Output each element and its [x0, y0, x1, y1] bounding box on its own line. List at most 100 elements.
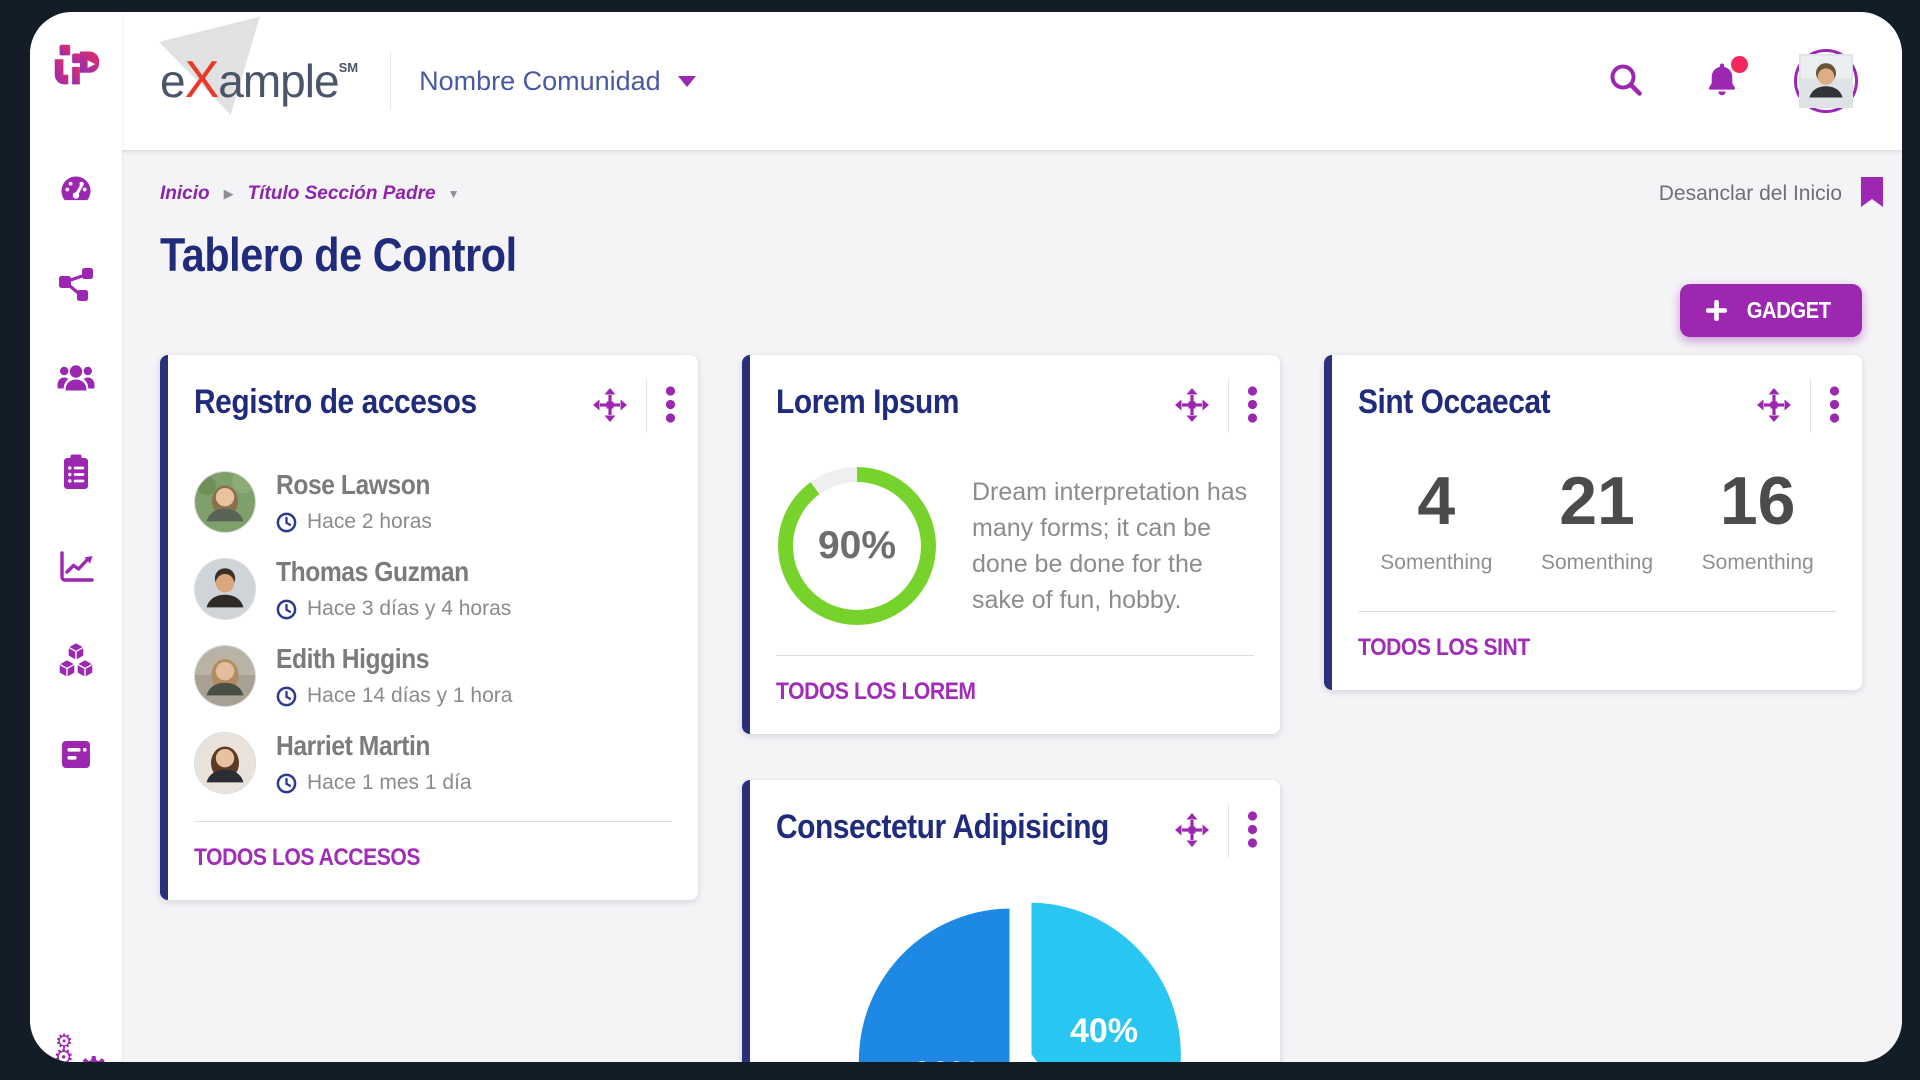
gadget-menu-button[interactable] [1247, 386, 1258, 426]
card-title: Lorem Ipsum [776, 383, 960, 421]
header-icon-divider [1228, 804, 1229, 858]
donut-chart: 90% [778, 467, 936, 625]
stat-label: Somenthing [1540, 551, 1654, 574]
sidebar-nav [56, 170, 96, 774]
app-logo-icon[interactable] [47, 38, 105, 96]
header-icon-divider [1810, 379, 1811, 433]
todos-lorem-link[interactable]: TODOS LOS LOREM [776, 678, 1003, 706]
brand-logo: eXample SM [158, 16, 359, 128]
stat-item: 4 Somenthing [1356, 467, 1517, 575]
access-log-list: Rose Lawson Hace 2 horas [168, 433, 698, 795]
pie-label-40: 40% [1070, 1012, 1138, 1050]
kebab-menu-icon [1247, 386, 1258, 423]
pie-slice-60[interactable] [853, 903, 1103, 1062]
notifications-button[interactable] [1702, 55, 1748, 103]
move-gadget-button[interactable] [592, 387, 628, 426]
gadget-menu-button[interactable] [1829, 386, 1840, 426]
move-gadget-button[interactable] [1174, 387, 1210, 426]
stat-label: Somenthing [1701, 551, 1814, 574]
todos-sint-link[interactable]: TODOS LOS SINT [1358, 634, 1553, 662]
sidebar-item-clipboard[interactable] [56, 452, 96, 492]
card-divider [776, 655, 1254, 656]
list-item[interactable]: Rose Lawson Hace 2 horas [194, 469, 672, 534]
gadget-menu-button[interactable] [1247, 811, 1258, 851]
list-item[interactable]: Thomas Guzman Hace 3 días y 4 horas [194, 556, 672, 621]
breadcrumb-caret-icon[interactable]: ▼ [447, 186, 460, 201]
sidebar-item-users[interactable] [56, 358, 96, 398]
avatar [194, 470, 256, 533]
breadcrumb: Inicio ▶ Título Sección Padre ▼ Desancla… [160, 176, 1886, 211]
sidebar-item-forms[interactable] [56, 734, 96, 774]
sidebar-item-modules[interactable] [56, 640, 96, 680]
breadcrumb-section[interactable]: Título Sección Padre [247, 182, 436, 204]
person-name: Rose Lawson [276, 469, 430, 500]
move-icon [1175, 387, 1209, 422]
list-item[interactable]: Harriet Martin Hace 1 mes 1 día [194, 730, 672, 795]
avatar [194, 644, 256, 707]
lorem-description: Dream interpretation has many forms; it … [972, 477, 1248, 615]
card-title: Sint Occaecat [1358, 383, 1551, 421]
clock-icon [276, 512, 297, 532]
sidebar: ⚙⚙⚙ [30, 12, 122, 1062]
pie-chart: 60% 40% [750, 858, 1280, 1062]
stats-row: 4 Somenthing 21 Somenthing 16 Somenthing [1332, 433, 1862, 585]
card-divider [1358, 611, 1836, 612]
stat-item: 16 Somenthing [1677, 467, 1838, 575]
pie-label-60: 60% [912, 1055, 980, 1062]
brand-servicemark: SM [338, 60, 359, 75]
card-lorem-ipsum: Lorem Ipsum [742, 355, 1280, 734]
breadcrumb-home[interactable]: Inicio [160, 182, 210, 204]
sidebar-item-reports[interactable] [56, 546, 96, 586]
move-gadget-button[interactable] [1174, 812, 1210, 851]
page-title: Tablero de Control [160, 228, 517, 281]
bookmark-button[interactable] [1858, 176, 1886, 211]
card-divider [194, 821, 672, 822]
add-gadget-button[interactable]: GADGET [1679, 284, 1862, 337]
community-dropdown[interactable]: Nombre Comunidad [419, 66, 697, 97]
chart-line-icon [60, 551, 94, 582]
bell-icon [1708, 63, 1736, 95]
pie-slice-40[interactable] [1026, 897, 1185, 1062]
gadget-menu-button[interactable] [665, 386, 676, 426]
community-label: Nombre Comunidad [419, 65, 661, 96]
header-icon-divider [1228, 379, 1229, 433]
stat-value: 4 [1417, 463, 1456, 539]
clipboard-list-icon [64, 454, 88, 489]
dashboard-content: Inicio ▶ Título Sección Padre ▼ Desancla… [122, 150, 1902, 1062]
app-window: ⚙⚙⚙ eXample SM Nombre Comunidad [30, 12, 1902, 1062]
card-sint-occaecat: Sint Occaecat [1324, 355, 1862, 690]
users-icon [57, 365, 95, 391]
card-registro-accesos: Registro de accesos [160, 355, 698, 900]
clock-icon [276, 773, 297, 793]
sidebar-item-dashboard[interactable] [56, 170, 96, 210]
access-time: Hace 14 días y 1 hora [307, 684, 513, 707]
person-name: Thomas Guzman [276, 556, 469, 587]
avatar [194, 557, 256, 620]
kebab-menu-icon [1829, 386, 1840, 423]
todos-accesos-link[interactable]: TODOS LOS ACCESOS [194, 844, 451, 872]
user-avatar [1799, 54, 1853, 108]
list-item[interactable]: Edith Higgins Hace 14 días y 1 hora [194, 643, 672, 708]
clock-icon [276, 686, 297, 706]
breadcrumb-separator-icon: ▶ [223, 185, 234, 201]
search-button[interactable] [1606, 60, 1646, 103]
user-menu-button[interactable] [1794, 49, 1858, 113]
access-time: Hace 1 mes 1 día [307, 771, 472, 794]
move-gadget-button[interactable] [1756, 387, 1792, 426]
notification-badge [1731, 55, 1748, 73]
topbar-divider [390, 52, 392, 110]
chevron-down-icon [677, 76, 696, 87]
cubes-icon [58, 641, 94, 679]
access-time: Hace 2 horas [307, 510, 432, 533]
header-icon-divider [646, 379, 647, 433]
topbar: eXample SM Nombre Comunidad [122, 12, 1902, 150]
search-icon [1610, 64, 1642, 96]
person-name: Edith Higgins [276, 643, 430, 674]
unpin-label: Desanclar del Inicio [1658, 181, 1842, 205]
add-gadget-label: GADGET [1746, 297, 1831, 323]
form-icon [62, 741, 90, 768]
plus-icon [1705, 300, 1727, 321]
move-icon [593, 387, 627, 422]
sidebar-item-sitemap[interactable] [56, 264, 96, 304]
card-title: Registro de accesos [194, 383, 477, 421]
